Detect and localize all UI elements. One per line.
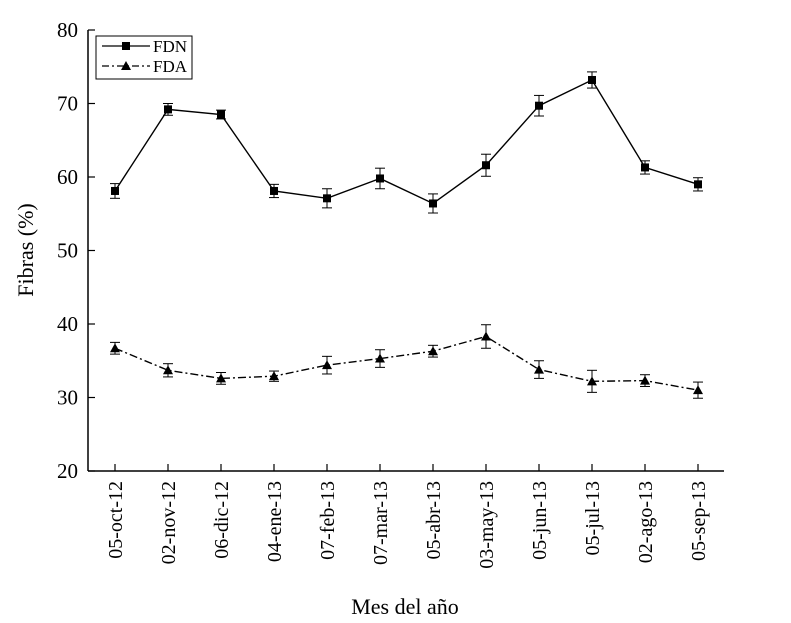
data-point <box>534 364 544 374</box>
data-point <box>163 365 173 375</box>
legend-box <box>95 35 193 80</box>
y-tick-label: 40 <box>57 312 78 336</box>
x-tick-label: 07-feb-13 <box>317 481 339 560</box>
data-point <box>640 375 650 385</box>
data-point <box>110 343 120 353</box>
x-tick-label: 02-ago-13 <box>635 481 657 563</box>
data-point <box>535 101 543 110</box>
x-tick-label: 05-abr-13 <box>423 481 445 559</box>
data-point <box>641 163 649 172</box>
legend-label: FDN <box>153 37 187 56</box>
x-axis-label: Mes del año <box>351 594 459 619</box>
data-point <box>376 174 384 183</box>
data-point <box>429 199 437 208</box>
data-point <box>216 373 226 383</box>
data-point <box>269 371 279 381</box>
data-point <box>323 194 331 203</box>
y-tick-label: 70 <box>57 92 78 116</box>
legend-marker <box>122 42 130 50</box>
y-tick-label: 60 <box>57 165 78 189</box>
data-point <box>693 385 703 395</box>
data-point <box>694 180 702 189</box>
axes <box>87 30 724 472</box>
legend-marker <box>121 61 131 70</box>
data-point <box>428 346 438 356</box>
x-tick-label: 05-jun-13 <box>529 481 551 560</box>
x-tick-label: 05-oct-12 <box>105 481 127 559</box>
series-fda <box>110 324 703 399</box>
y-tick-label: 20 <box>57 459 78 483</box>
data-point <box>481 331 491 341</box>
data-point <box>270 186 278 195</box>
x-tick-label: 04-ene-13 <box>264 481 286 562</box>
y-axis-ticks: 20 30 40 50 60 70 80 <box>57 18 95 483</box>
data-point <box>164 105 172 114</box>
series-layer <box>110 71 703 399</box>
data-point <box>588 75 596 84</box>
data-point <box>587 376 597 386</box>
series-line <box>114 335 699 391</box>
y-tick-label: 30 <box>57 386 78 410</box>
x-tick-label: 03-may-13 <box>476 481 498 569</box>
x-tick-label: 05-jul-13 <box>582 481 604 555</box>
legend-label: FDA <box>153 57 188 76</box>
x-tick-label: 02-nov-12 <box>158 481 180 564</box>
data-point <box>482 161 490 170</box>
data-point <box>375 353 385 363</box>
x-axis-ticks: 05-oct-12 02-nov-12 06-dic-12 04-ene-13 07-f… <box>105 464 710 569</box>
y-axis-label: Fibras (%) <box>13 203 38 296</box>
x-tick-label: 05-sep-13 <box>688 481 710 561</box>
y-tick-label: 80 <box>57 18 78 42</box>
x-tick-label: 07-mar-13 <box>370 481 392 565</box>
data-point <box>322 360 332 370</box>
x-tick-label: 06-dic-12 <box>211 481 233 559</box>
series-fdn <box>110 71 703 214</box>
data-point <box>111 186 119 195</box>
y-tick-label: 50 <box>57 239 78 263</box>
series-line <box>114 79 699 205</box>
data-point <box>217 110 225 119</box>
